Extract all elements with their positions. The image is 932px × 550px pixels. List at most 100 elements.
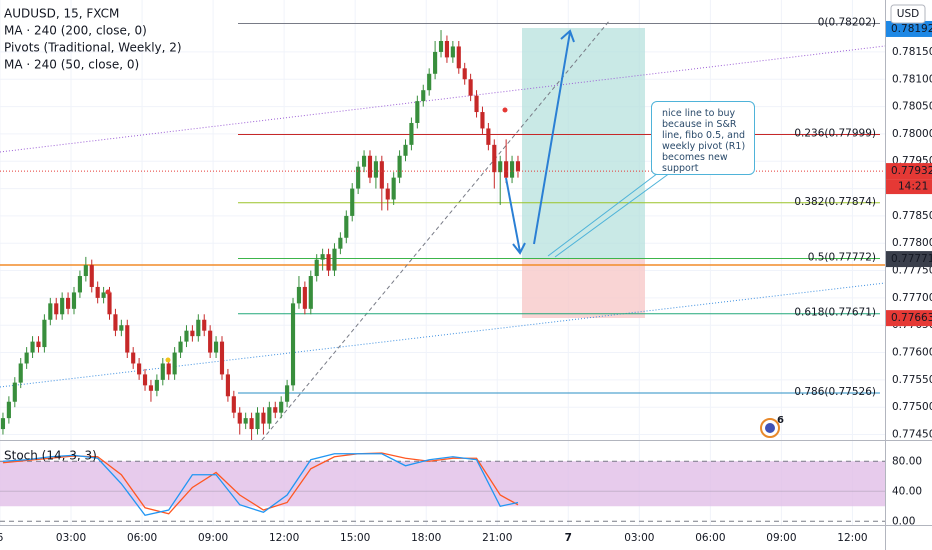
candle-body — [243, 418, 248, 424]
price-badge-label: 0.77663 — [891, 312, 932, 324]
candle-body — [249, 418, 254, 430]
candle-body — [338, 237, 343, 249]
x-tick-label: 15:00 — [340, 532, 370, 544]
arrow-down — [505, 177, 526, 255]
candle-body — [450, 46, 455, 58]
x-tick-label: 7 — [565, 532, 572, 544]
stoch-legend: Stoch (14, 3, 3) — [4, 449, 97, 463]
candle-body — [444, 40, 450, 58]
candle-body — [119, 325, 124, 331]
candles — [0, 30, 885, 440]
candle-body — [83, 265, 88, 277]
indicator-legend: MA · 240 (50, close, 0) — [4, 58, 139, 72]
candle-body — [48, 303, 53, 320]
fib-label: 0.382(0.77874) — [794, 196, 876, 208]
candle-body — [237, 412, 242, 424]
candle-body — [391, 177, 396, 200]
candle-body — [456, 46, 461, 69]
candle-body — [137, 363, 142, 375]
countdown: 14:21 — [898, 181, 928, 193]
candle-body — [131, 352, 136, 364]
candle-body — [261, 412, 266, 424]
arrow-up — [533, 29, 575, 245]
candle-body — [6, 401, 11, 419]
x-tick-label: 12:00 — [837, 532, 867, 544]
pivot-dot — [105, 289, 111, 295]
stoch-tick-label: 40.00 — [892, 485, 922, 497]
candle-body — [208, 330, 213, 353]
candle-body — [314, 259, 319, 277]
candle-body — [60, 297, 65, 315]
price-badge-label: 0.77932 — [891, 165, 932, 177]
candle-body — [504, 161, 509, 178]
fib-label: 0.236(0.77999) — [794, 127, 876, 139]
candle-body — [279, 401, 284, 413]
candle-body — [427, 73, 432, 91]
candle-body — [101, 292, 106, 298]
pivot-dot — [502, 107, 508, 113]
countdown-badge — [886, 179, 932, 195]
candle-body — [66, 297, 71, 309]
axes: 0.781500.781000.780500.780000.779500.779… — [0, 20, 932, 544]
price-badge-label: 0.77771 — [891, 253, 932, 265]
currency: USD — [897, 8, 919, 20]
y-tick-label: 0.78150 — [892, 46, 932, 58]
y-tick-label: 0.77500 — [892, 401, 932, 413]
candle-body — [89, 265, 94, 287]
y-tick-label: 0.77850 — [892, 210, 932, 222]
stoch-tick-label: 0.00 — [892, 515, 915, 527]
candle-body — [320, 254, 325, 260]
candle-body — [290, 303, 296, 386]
candle-body — [255, 412, 260, 430]
price-badge — [886, 310, 932, 327]
candle-body — [498, 161, 503, 173]
candle-body — [154, 379, 159, 391]
candle-body — [267, 407, 272, 424]
x-tick-label: 12:00 — [269, 532, 299, 544]
stoch-d — [2, 452, 519, 515]
candle-body — [356, 166, 361, 189]
candle-body — [468, 79, 473, 96]
candle-body — [308, 276, 313, 309]
candle-body — [302, 286, 307, 309]
candle-body — [373, 161, 378, 178]
candle-body — [296, 286, 302, 304]
candle-body — [332, 248, 337, 271]
price-badge — [886, 251, 932, 268]
y-tick-label: 0.78050 — [892, 101, 932, 113]
stoch-k — [2, 453, 519, 516]
candle-body — [361, 155, 367, 167]
target-zone — [522, 28, 645, 259]
candle-body — [12, 382, 17, 402]
candle-body — [18, 363, 23, 383]
candle-body — [486, 128, 491, 145]
fib-levels: 0(0.78202) 0.236(0.77999) 0.382(0.77874) 0.… — [238, 17, 880, 398]
chart-title: AUDUSD, 15, FXCM — [4, 7, 119, 21]
indicator-legend: MA · 240 (200, close, 0) — [4, 24, 147, 38]
fib-label: 0(0.78202) — [818, 17, 876, 29]
note: nice line to buy because in S&R line, fi… — [651, 101, 755, 175]
indicator-legend: Pivots (Traditional, Weekly, 2) — [4, 41, 182, 55]
candle-body — [184, 330, 189, 342]
candle-body — [24, 352, 29, 364]
candle-body — [196, 319, 201, 337]
badge-count: 6 — [777, 415, 784, 426]
x-tick-label: 09:00 — [198, 532, 228, 544]
candle-body — [54, 303, 59, 315]
candle-body — [367, 155, 373, 178]
candle-body — [385, 188, 390, 200]
candle-body — [219, 341, 225, 375]
candle-body — [30, 341, 35, 353]
y-tick-label: 0.77450 — [892, 429, 932, 441]
y-tick-label: 0.77600 — [892, 347, 932, 359]
x-tick-label: 6 — [0, 532, 4, 544]
x-tick-label: 18:00 — [411, 532, 441, 544]
candle-body — [36, 341, 41, 348]
candle-body — [160, 363, 165, 380]
y-tick-label: 0.78100 — [892, 73, 932, 85]
candle-body — [178, 341, 183, 353]
y-tick-label: 0.77700 — [892, 292, 932, 304]
currency-button[interactable] — [890, 4, 926, 24]
arrows — [505, 29, 575, 255]
